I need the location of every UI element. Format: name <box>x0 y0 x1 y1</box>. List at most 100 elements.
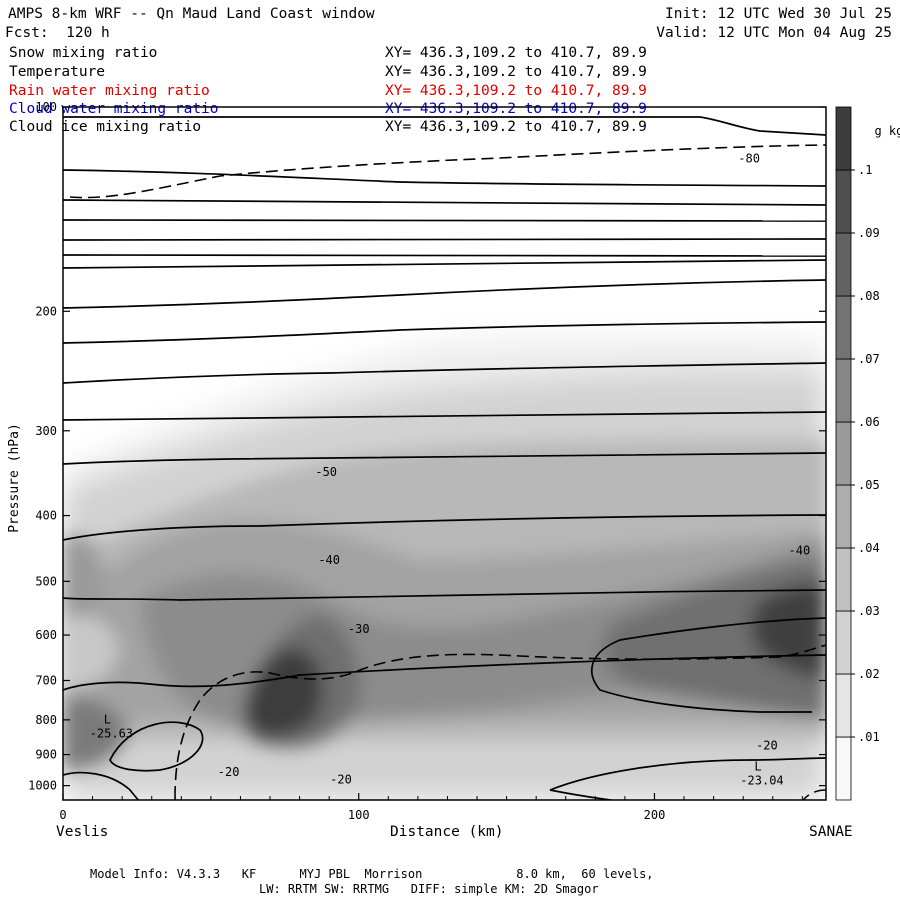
legend-name: Snow mixing ratio <box>9 45 158 61</box>
colorbar-swatch <box>835 673 852 738</box>
dashed-contour-lower <box>174 644 826 799</box>
isotherm-line <box>63 514 826 541</box>
cloud-water-dashed-contour <box>69 144 826 800</box>
init-time: Init: 12 UTC Wed 30 Jul 25 <box>665 6 892 22</box>
colorbar-swatch <box>835 421 852 486</box>
colorbar-tick-label: .1 <box>858 163 872 177</box>
plot-frame <box>62 106 827 801</box>
colorbar-tick-label: .08 <box>858 289 880 303</box>
isotherm-line <box>63 116 826 136</box>
colorbar-tick-label: .07 <box>858 352 880 366</box>
shade-left-blob <box>63 534 103 617</box>
x-tick-label: 0 <box>59 808 66 822</box>
y-tick-label: 600 <box>35 628 57 642</box>
y-tick-label: 800 <box>35 713 57 727</box>
colorbar-tick-label: .02 <box>858 667 880 681</box>
legend-xy: XY= 436.3,109.2 to 410.7, 89.9 <box>385 119 647 135</box>
extremum-letter: L <box>104 713 111 727</box>
legend-name: Rain water mixing ratio <box>9 83 210 99</box>
extremum-value: -23.04 <box>740 774 783 788</box>
colorbar-unit: g kg-1 <box>860 104 900 139</box>
colorbar-swatch <box>835 295 852 360</box>
colorbar-tick-label: .06 <box>858 415 880 429</box>
colorbar-swatch <box>835 358 852 423</box>
colorbar-tick-label: .04 <box>858 541 880 555</box>
mixing-ratio-shading <box>63 336 826 800</box>
isotherm-line <box>63 259 826 269</box>
x-tick-label: 200 <box>644 808 666 822</box>
shade-dark-left-edge <box>63 697 130 770</box>
colorbar-swatch <box>835 547 852 612</box>
colorbar: .01 .02 .03 .04 .05 .06 .07 .08 .09 .1 <box>835 106 880 801</box>
isotherm-line <box>63 199 826 206</box>
colorbar-swatch <box>835 106 852 171</box>
y-tick-label: 100 <box>35 100 57 114</box>
colorbar-swatch <box>835 484 852 549</box>
footer-physics: LW: RRTM SW: RRTMG DIFF: simple KM: 2D S… <box>259 882 599 896</box>
extremum-letter: L <box>754 760 761 774</box>
chart-title: AMPS 8-km WRF -- Qn Maud Land Coast wind… <box>8 6 375 22</box>
shade-core-left <box>244 648 323 737</box>
colorbar-tick-label: .05 <box>858 478 880 492</box>
y-tick-label: 900 <box>35 748 57 762</box>
y-tick-label: 400 <box>35 509 57 523</box>
x-axis: 0 100 200 <box>59 793 803 822</box>
isotherm-line <box>63 279 826 309</box>
isotherm-line <box>63 771 140 800</box>
x-end-label: SANAE <box>809 824 853 840</box>
isotherm-lower-left <box>170 820 260 826</box>
temperature-label: -20 <box>218 765 240 779</box>
y-tick-label: 300 <box>35 424 57 438</box>
legend-xy: XY= 436.3,109.2 to 410.7, 89.9 <box>385 64 647 80</box>
isotherm-right-low <box>549 757 826 791</box>
y-axis-label: Pressure (hPa) <box>7 423 22 533</box>
isotherm-loop <box>109 721 204 772</box>
dashed-contour-right <box>802 789 826 800</box>
isotherm-line <box>63 452 826 465</box>
valid-time: Valid: 12 UTC Mon 04 Aug 25 <box>656 25 892 41</box>
isotherm-right-tongue <box>591 617 826 713</box>
colorbar-tick-label: .01 <box>858 730 880 744</box>
forecast-hour: Fcst: 120 h <box>5 25 110 41</box>
temperature-label: -40 <box>318 553 340 567</box>
x-tick-label: 100 <box>348 808 370 822</box>
y-tick-label: 200 <box>35 304 57 318</box>
isotherm-line <box>63 411 826 421</box>
isotherm-line <box>63 238 826 241</box>
isotherm-line <box>63 219 826 222</box>
temperature-label: -40 <box>789 543 811 557</box>
legend-xy: XY= 436.3,109.2 to 410.7, 89.9 <box>385 101 647 117</box>
colorbar-tick-label: .03 <box>858 604 880 618</box>
legend-name: Cloud water mixing ratio <box>9 101 219 117</box>
isotherm-line <box>63 362 826 384</box>
y-tick-label: 500 <box>35 574 57 588</box>
footer-model-info: Model Info: V4.3.3 KF MYJ PBL Morrison 8… <box>90 867 654 881</box>
temperature-label: -20 <box>756 738 778 752</box>
temperature-label: -30 <box>348 622 370 636</box>
temperature-label: -50 <box>315 465 337 479</box>
dashed-contour-upper <box>69 144 826 199</box>
dashed-contour-tail <box>174 797 177 800</box>
colorbar-swatch <box>835 736 852 801</box>
isotherm-line <box>63 321 826 344</box>
legend-xy: XY= 436.3,109.2 to 410.7, 89.9 <box>385 83 647 99</box>
extrema-markers: L-25.63L-23.04 <box>90 713 784 788</box>
extremum-value: -25.63 <box>90 727 133 741</box>
y-axis: 100 200 300 400 500 600 700 800 900 1000 <box>28 100 826 793</box>
temperature-label: -20 <box>330 773 352 787</box>
y-tick-label: 700 <box>35 674 57 688</box>
colorbar-swatch <box>835 169 852 234</box>
colorbar-swatch <box>835 610 852 675</box>
x-start-label: Veslis <box>56 824 109 840</box>
temperature-label: -80 <box>738 151 760 165</box>
isotherm-line <box>63 589 826 601</box>
y-tick-label: 1000 <box>28 779 57 793</box>
colorbar-swatch <box>835 232 852 297</box>
isotherm-right-low-lower <box>549 789 617 800</box>
temperature-contours <box>63 116 826 826</box>
colorbar-tick-label: .09 <box>858 226 880 240</box>
legend-xy: XY= 436.3,109.2 to 410.7, 89.9 <box>385 45 647 61</box>
isotherm-line <box>63 254 826 257</box>
legend-name: Cloud ice mixing ratio <box>9 119 202 135</box>
